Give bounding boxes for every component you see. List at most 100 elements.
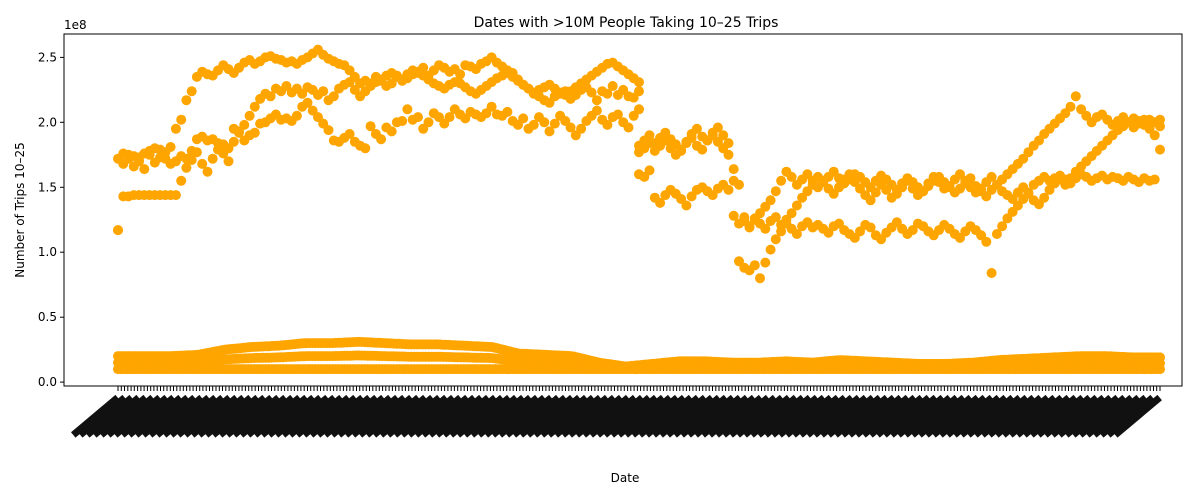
data-point xyxy=(170,123,181,134)
x-tick-label-illegible xyxy=(476,394,526,438)
data-point xyxy=(397,116,408,126)
x-tick-label-illegible xyxy=(385,394,435,438)
data-point xyxy=(712,122,723,133)
x-tick-label-illegible xyxy=(343,394,393,438)
data-point xyxy=(981,236,992,247)
x-tick-label-illegible xyxy=(609,394,659,438)
x-tick-label-illegible xyxy=(217,394,267,438)
data-point xyxy=(207,153,218,164)
data-point xyxy=(423,117,434,128)
x-tick-label-illegible xyxy=(455,394,505,438)
x-tick-label-illegible xyxy=(693,394,743,438)
data-point xyxy=(655,197,666,208)
data-point xyxy=(723,184,734,195)
x-tick-label-illegible xyxy=(399,394,449,438)
x-tick-label-illegible xyxy=(140,394,190,438)
x-tick-label-illegible xyxy=(490,394,540,438)
data-point xyxy=(181,162,192,173)
data-point xyxy=(770,212,781,223)
x-tick-label-illegible xyxy=(133,394,183,438)
x-tick-label-illegible xyxy=(315,394,365,438)
x-tick-label-illegible xyxy=(420,394,470,438)
data-point xyxy=(455,69,466,80)
x-tick-label-illegible xyxy=(1015,394,1065,438)
data-point xyxy=(760,257,771,268)
data-point xyxy=(202,166,213,177)
data-point xyxy=(181,153,192,164)
x-tick-label-illegible xyxy=(378,394,428,438)
x-tick-label-illegible xyxy=(427,394,477,438)
x-tick-label-illegible xyxy=(784,394,834,438)
x-tick-label-illegible xyxy=(175,394,225,438)
x-tick-label-illegible xyxy=(756,394,806,438)
data-point xyxy=(691,123,702,134)
data-point xyxy=(249,127,260,138)
y-tick-label: 0.0 xyxy=(38,375,57,389)
x-tick-label-illegible xyxy=(413,394,463,438)
data-point xyxy=(718,130,729,141)
x-tick-label-illegible xyxy=(763,394,813,438)
x-tick-label-illegible xyxy=(847,394,897,438)
y-tick-label: 0.5 xyxy=(38,310,57,324)
x-tick-label-illegible xyxy=(665,394,715,438)
x-tick-label-illegible xyxy=(441,394,491,438)
x-tick-label-illegible xyxy=(497,394,547,438)
x-tick-label-illegible xyxy=(322,394,372,438)
x-tick-label-illegible xyxy=(70,394,120,438)
x-tick-label-illegible xyxy=(210,394,260,438)
x-tick-label-illegible xyxy=(1105,394,1155,438)
x-tick-label-illegible xyxy=(833,394,883,438)
y-tick-label: 2.5 xyxy=(38,50,57,64)
data-point xyxy=(544,126,555,137)
x-tick-label-illegible xyxy=(392,394,442,438)
x-tick-label-illegible xyxy=(553,394,603,438)
x-tick-label-illegible xyxy=(616,394,666,438)
x-tick-label-illegible xyxy=(623,394,673,438)
x-ticks-layer xyxy=(70,386,1162,438)
x-tick-label-illegible xyxy=(889,394,939,438)
x-tick-label-illegible xyxy=(462,394,512,438)
data-point xyxy=(586,87,597,98)
data-point xyxy=(234,127,244,138)
x-tick-label-illegible xyxy=(518,394,568,438)
x-tick-label-illegible xyxy=(203,394,253,438)
data-point xyxy=(549,118,560,129)
x-tick-label-illegible xyxy=(434,394,484,438)
x-tick-label-illegible xyxy=(658,394,708,438)
x-tick-label-illegible xyxy=(357,394,407,438)
x-tick-label-illegible xyxy=(861,394,911,438)
data-point xyxy=(223,156,234,167)
x-tick-label-illegible xyxy=(805,394,855,438)
data-point xyxy=(539,117,550,128)
data-point xyxy=(760,223,771,234)
x-tick-label-illegible xyxy=(945,394,995,438)
data-point xyxy=(997,221,1008,232)
data-point xyxy=(965,173,976,184)
x-tick-label-illegible xyxy=(1084,394,1134,438)
data-point xyxy=(865,222,876,233)
data-point xyxy=(176,114,187,125)
x-tick-label-illegible xyxy=(875,394,925,438)
x-tick-label-illegible xyxy=(770,394,820,438)
data-point xyxy=(265,91,276,102)
x-tick-label-illegible xyxy=(679,394,729,438)
data-point xyxy=(791,200,802,211)
x-tick-label-illegible xyxy=(252,394,302,438)
x-tick-label-illegible xyxy=(910,394,960,438)
x-tick-label-illegible xyxy=(735,394,785,438)
data-point xyxy=(1149,130,1160,141)
x-tick-label-illegible xyxy=(966,394,1016,438)
x-tick-label-illegible xyxy=(546,394,596,438)
data-point xyxy=(139,164,150,175)
x-tick-label-illegible xyxy=(350,394,400,438)
x-tick-label-illegible xyxy=(539,394,589,438)
data-point xyxy=(744,222,755,233)
x-tick-label-illegible xyxy=(1063,394,1113,438)
data-point xyxy=(728,210,739,221)
x-tick-label-illegible xyxy=(637,394,687,438)
x-tick-label-illegible xyxy=(273,394,323,438)
x-tick-label-illegible xyxy=(259,394,309,438)
data-point xyxy=(591,95,602,106)
x-tick-label-illegible xyxy=(112,394,162,438)
